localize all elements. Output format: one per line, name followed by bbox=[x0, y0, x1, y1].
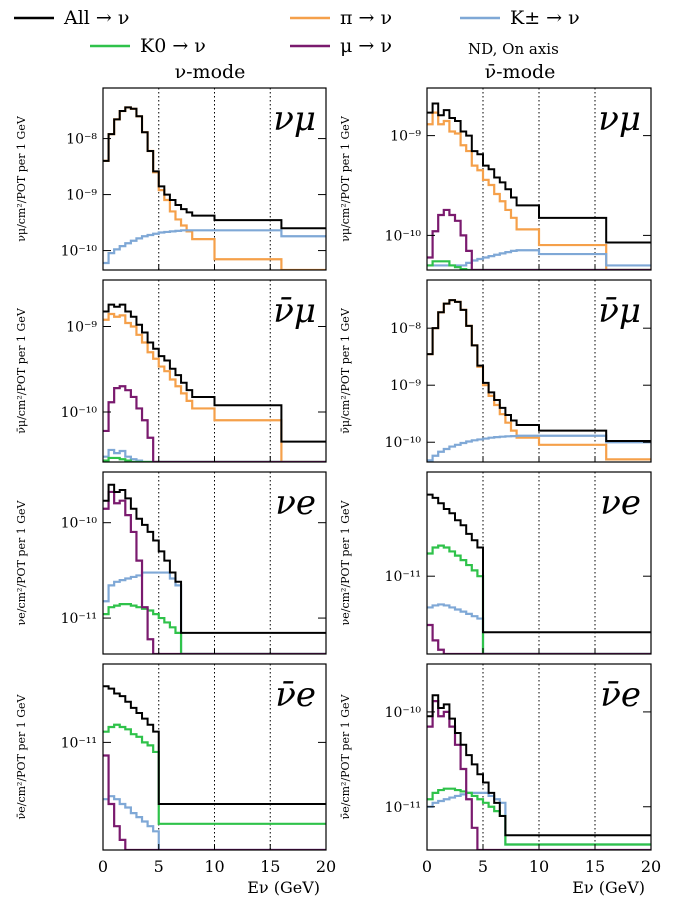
legend-label-mu: μ → ν bbox=[340, 35, 392, 57]
flavor-label: ν̄e bbox=[275, 675, 316, 715]
panel-numubar-nu: 10⁻⁹ 10⁻¹⁰ ν̄μ ν̄μ/cm²/POT per 1 GeV bbox=[15, 279, 327, 463]
series-mu-numu-nubar bbox=[427, 208, 651, 270]
xtick-label: 20 bbox=[641, 857, 661, 876]
series-k0-numubar-nu bbox=[103, 456, 326, 462]
flavor-label: ν̄μ bbox=[273, 291, 316, 331]
ytick-label: 10⁻⁹ bbox=[66, 320, 97, 336]
legend-label-all: All → ν bbox=[63, 7, 129, 29]
ytick-label: 10⁻⁸ bbox=[390, 321, 421, 337]
legend-label-pi: π → ν bbox=[340, 7, 392, 29]
panel-numu-nu: 10⁻⁸ 10⁻⁹ 10⁻¹⁰ νμ νμ/cm²/POT per 1 GeV bbox=[15, 87, 327, 271]
panel-nuebar-nubar: 10⁻¹⁰ 10⁻¹¹ 0 5 10 15 20 ν̄e ν̄e/cm²/POT per 1 G… bbox=[339, 663, 661, 876]
ylabel: ν̄μ/cm²/POT per 1 GeV bbox=[15, 307, 28, 434]
ytick-label: 10⁻¹¹ bbox=[61, 611, 97, 627]
series-k0-nue-nubar bbox=[427, 544, 651, 654]
series-mu-numubar-nu bbox=[103, 385, 326, 462]
series-mu-nuebar-nu bbox=[103, 754, 326, 850]
series-k0-nuebar-nu bbox=[103, 723, 326, 825]
xtick-label: 0 bbox=[98, 857, 108, 876]
ytick-label: 10⁻¹⁰ bbox=[61, 244, 98, 260]
flavor-label: ν̄e bbox=[600, 675, 641, 715]
series-mu-nue-nubar bbox=[427, 623, 651, 654]
ylabel: ν̄e/cm²/POT per 1 GeV bbox=[15, 693, 28, 819]
ytick-label: 10⁻¹¹ bbox=[385, 569, 421, 585]
series-kpm-nuebar-nu bbox=[103, 795, 326, 850]
panel-nue-nu: 10⁻¹⁰ 10⁻¹¹ νe νe/cm²/POT per 1 GeV bbox=[15, 471, 327, 655]
ytick-label: 10⁻¹⁰ bbox=[385, 435, 422, 451]
flavor-label: νe bbox=[275, 483, 316, 523]
flavor-label: νμ bbox=[598, 99, 641, 139]
ytick-label: 10⁻⁸ bbox=[66, 132, 97, 148]
ylabel: νe/cm²/POT per 1 GeV bbox=[339, 499, 352, 625]
flavor-label: ν̄μ bbox=[598, 291, 641, 331]
series-all-numu-nu bbox=[103, 106, 326, 230]
series-all-nuebar-nubar bbox=[427, 694, 651, 837]
xtick-label: 15 bbox=[585, 857, 605, 876]
series-pi-numubar-nu bbox=[103, 312, 326, 462]
ytick-label: 10⁻¹¹ bbox=[61, 735, 97, 751]
series-kpm-nue-nubar bbox=[427, 603, 651, 654]
series-k0-numu-nubar bbox=[427, 260, 651, 270]
series-kpm-numu-nubar bbox=[427, 249, 651, 267]
xtick-label: 0 bbox=[422, 857, 432, 876]
ytick-label: 10⁻⁹ bbox=[390, 129, 421, 145]
panel-numu-nubar: 10⁻⁹ 10⁻¹⁰ νμ νμ/cm²/POT per 1 GeV bbox=[339, 87, 652, 271]
ylabel: ν̄e/cm²/POT per 1 GeV bbox=[339, 693, 352, 819]
xlabel: Eν (GeV) bbox=[247, 878, 320, 897]
series-kpm-numubar-nu bbox=[103, 448, 326, 462]
ytick-label: 10⁻¹⁰ bbox=[385, 228, 422, 244]
ylabel: νμ/cm²/POT per 1 GeV bbox=[339, 115, 352, 242]
series-kpm-numubar-nubar bbox=[427, 434, 651, 462]
series-mu-nuebar-nubar bbox=[427, 700, 651, 850]
series-all-numubar-nu bbox=[103, 303, 326, 443]
series-pi-numu-nubar bbox=[427, 111, 651, 270]
flavor-label: νμ bbox=[273, 99, 316, 139]
xtick-label: 20 bbox=[316, 857, 336, 876]
series-all-numubar-nubar bbox=[427, 299, 651, 443]
panel-nuebar-nu: 10⁻¹¹ 0 5 10 15 20 ν̄e ν̄e/cm²/POT per 1 GeV bbox=[15, 663, 336, 876]
ylabel: ν̄μ/cm²/POT per 1 GeV bbox=[339, 307, 352, 434]
xtick-label: 10 bbox=[529, 857, 549, 876]
legend-note: ND, On axis bbox=[468, 40, 559, 58]
panel-nue-nubar: 10⁻¹¹ νe νe/cm²/POT per 1 GeV bbox=[339, 471, 652, 655]
flavor-label: νe bbox=[600, 483, 641, 523]
column-title-nu-mode: ν-mode bbox=[175, 61, 246, 83]
series-all-numu-nubar bbox=[427, 102, 651, 244]
xtick-label: 5 bbox=[478, 857, 488, 876]
ytick-label: 10⁻¹¹ bbox=[385, 800, 421, 816]
xtick-label: 10 bbox=[204, 857, 224, 876]
legend: All → ν π → ν K± → ν K0 → ν μ → ν ND, On axis bbox=[14, 7, 580, 58]
column-title-nubar-mode: ν̄-mode bbox=[485, 61, 556, 83]
series-all-nue-nu bbox=[103, 483, 326, 634]
xtick-label: 15 bbox=[260, 857, 280, 876]
ylabel: νμ/cm²/POT per 1 GeV bbox=[15, 115, 28, 242]
ytick-label: 10⁻⁹ bbox=[66, 188, 97, 204]
legend-label-k0: K0 → ν bbox=[140, 35, 206, 57]
series-kpm-numu-nu bbox=[103, 229, 326, 265]
ytick-label: 10⁻¹⁰ bbox=[61, 516, 98, 532]
series-k0-nuebar-nubar bbox=[427, 787, 651, 846]
series-all-nuebar-nu bbox=[103, 685, 326, 806]
xtick-label: 5 bbox=[154, 857, 164, 876]
panel-numubar-nubar: 10⁻⁸ 10⁻⁹ 10⁻¹⁰ ν̄μ ν̄μ/cm²/POT per 1 GeV bbox=[339, 279, 652, 463]
ytick-label: 10⁻⁹ bbox=[390, 378, 421, 394]
legend-label-kpm: K± → ν bbox=[510, 7, 580, 29]
series-mu-nue-nu bbox=[103, 490, 326, 654]
ytick-label: 10⁻¹⁰ bbox=[61, 405, 98, 421]
ylabel: νe/cm²/POT per 1 GeV bbox=[15, 499, 28, 625]
ytick-label: 10⁻¹⁰ bbox=[385, 705, 422, 721]
xlabel: Eν (GeV) bbox=[572, 878, 645, 897]
series-all-nue-nubar bbox=[427, 493, 651, 634]
